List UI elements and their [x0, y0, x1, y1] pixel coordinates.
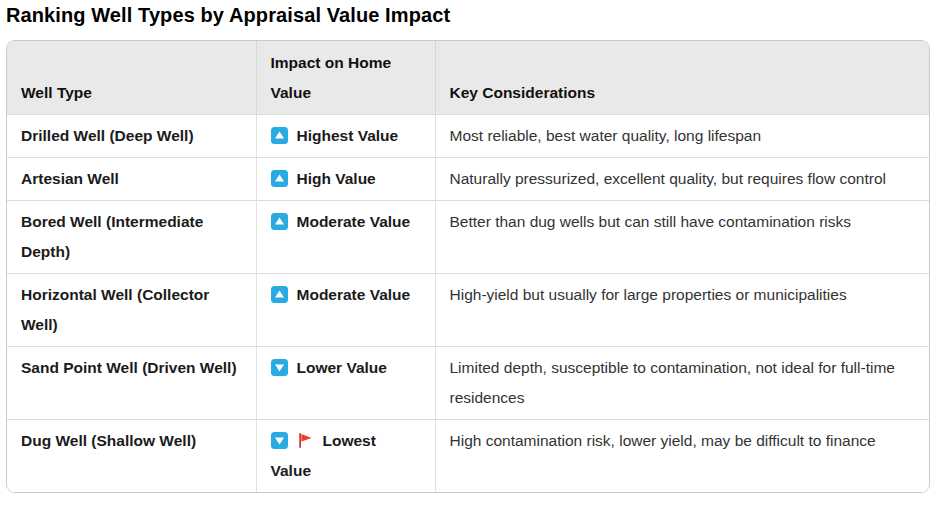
considerations-cell: Better than dug wells but can still have… — [435, 201, 929, 274]
well-type-cell: Dug Well (Shallow Well) — [7, 420, 256, 493]
impact-icons — [271, 127, 297, 144]
header-row: Well Type Impact on Home Value Key Consi… — [7, 41, 929, 115]
impact-icons — [271, 359, 297, 376]
well-type-cell: Artesian Well — [7, 158, 256, 201]
page-title: Ranking Well Types by Appraisal Value Im… — [0, 0, 936, 27]
impact-icons — [271, 213, 297, 230]
column-header-considerations: Key Considerations — [435, 41, 929, 115]
well-type-cell: Sand Point Well (Driven Well) — [7, 347, 256, 420]
well-types-table: Well Type Impact on Home Value Key Consi… — [6, 40, 930, 493]
impact-label: High Value — [297, 170, 376, 187]
impact-cell: Moderate Value — [256, 201, 435, 274]
impact-icons — [271, 432, 323, 449]
table-row: Drilled Well (Deep Well) Highest Value M… — [7, 115, 929, 158]
well-type-cell: Drilled Well (Deep Well) — [7, 115, 256, 158]
impact-cell: High Value — [256, 158, 435, 201]
down-arrow-icon — [271, 359, 288, 376]
page: Ranking Well Types by Appraisal Value Im… — [0, 0, 936, 524]
impact-cell: Highest Value — [256, 115, 435, 158]
considerations-cell: Limited depth, susceptible to contaminat… — [435, 347, 929, 420]
table-row: Artesian Well High Value Naturally press… — [7, 158, 929, 201]
column-header-impact: Impact on Home Value — [256, 41, 435, 115]
well-type-cell: Bored Well (Intermediate Depth) — [7, 201, 256, 274]
considerations-cell: Most reliable, best water quality, long … — [435, 115, 929, 158]
impact-icons — [271, 286, 297, 303]
down-arrow-icon — [271, 432, 288, 449]
table-row: Bored Well (Intermediate Depth) Moderate… — [7, 201, 929, 274]
impact-cell: Lowest Value — [256, 420, 435, 493]
considerations-cell: High-yield but usually for large propert… — [435, 274, 929, 347]
table-row: Sand Point Well (Driven Well) Lower Valu… — [7, 347, 929, 420]
impact-label: Moderate Value — [297, 286, 411, 303]
column-header-well-type: Well Type — [7, 41, 256, 115]
impact-label: Moderate Value — [297, 213, 411, 230]
table-row: Dug Well (Shallow Well) Lowest Value Hig… — [7, 420, 929, 493]
up-arrow-icon — [271, 127, 288, 144]
considerations-cell: High contamination risk, lower yield, ma… — [435, 420, 929, 493]
impact-icons — [271, 170, 297, 187]
impact-label: Lower Value — [297, 359, 387, 376]
considerations-cell: Naturally pressurized, excellent quality… — [435, 158, 929, 201]
well-type-cell: Horizontal Well (Collector Well) — [7, 274, 256, 347]
red-flag-icon — [297, 432, 314, 449]
impact-cell: Moderate Value — [256, 274, 435, 347]
up-arrow-icon — [271, 286, 288, 303]
impact-label: Highest Value — [297, 127, 399, 144]
impact-cell: Lower Value — [256, 347, 435, 420]
up-arrow-icon — [271, 170, 288, 187]
up-arrow-icon — [271, 213, 288, 230]
table-row: Horizontal Well (Collector Well) Moderat… — [7, 274, 929, 347]
